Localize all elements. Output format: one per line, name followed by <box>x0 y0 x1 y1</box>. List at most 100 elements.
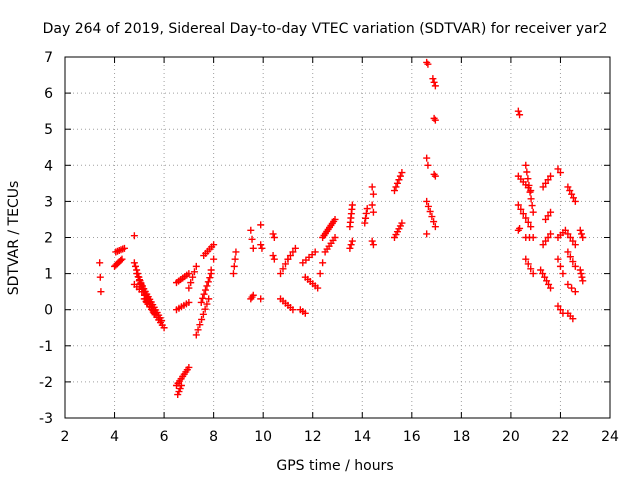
data-point <box>199 310 207 318</box>
data-point <box>289 248 297 256</box>
data-point <box>257 221 265 229</box>
data-point <box>524 175 532 183</box>
data-point <box>134 273 142 281</box>
data-point <box>542 179 550 187</box>
data-point <box>543 277 551 285</box>
data-point <box>133 270 141 278</box>
data-point <box>431 172 439 180</box>
data-point <box>207 266 215 274</box>
y-tick-label: 5 <box>44 122 53 138</box>
data-point <box>566 253 574 261</box>
data-point <box>424 202 432 210</box>
x-tick-label: 4 <box>110 429 119 445</box>
data-point <box>527 265 535 273</box>
data-point <box>130 232 138 240</box>
data-point <box>204 278 212 286</box>
data-point <box>346 244 354 252</box>
data-point <box>249 244 257 252</box>
data-point <box>537 266 545 274</box>
data-point <box>138 288 146 296</box>
data-point <box>348 237 356 245</box>
data-point <box>201 286 209 294</box>
y-tick-label: 1 <box>44 267 53 283</box>
data-point <box>257 241 265 249</box>
data-point <box>547 208 555 216</box>
x-tick-label: 2 <box>61 429 70 445</box>
data-point <box>363 205 371 213</box>
data-point <box>429 75 437 83</box>
data-point <box>522 161 530 169</box>
data-point <box>393 179 401 187</box>
data-point <box>571 288 579 296</box>
data-point <box>194 326 202 334</box>
data-point <box>232 248 240 256</box>
data-point <box>347 241 355 249</box>
x-tick-label: 12 <box>304 429 322 445</box>
x-tick-label: 8 <box>209 429 218 445</box>
data-point <box>539 183 547 191</box>
data-point <box>578 273 586 281</box>
data-point <box>564 280 572 288</box>
data-point <box>185 298 193 306</box>
data-point <box>301 309 309 317</box>
data-point <box>523 168 531 176</box>
data-point <box>542 215 550 223</box>
data-point <box>431 82 439 90</box>
data-point <box>192 262 200 270</box>
data-point <box>396 172 404 180</box>
data-point <box>187 279 195 287</box>
grid <box>65 57 610 418</box>
data-point <box>517 205 525 213</box>
y-tick-label: -3 <box>39 411 53 427</box>
data-point <box>286 252 294 260</box>
data-point <box>284 255 292 263</box>
data-point <box>369 208 377 216</box>
x-tick-label: 20 <box>502 429 520 445</box>
y-tick-label: 7 <box>44 50 53 66</box>
data-point <box>424 161 432 169</box>
x-tick-label: 18 <box>452 429 470 445</box>
data-point <box>556 306 564 314</box>
x-tick-label: 22 <box>552 429 570 445</box>
data-point <box>368 237 376 245</box>
data-points <box>96 58 587 399</box>
data-point <box>118 255 126 263</box>
data-point <box>544 234 552 241</box>
data-point <box>514 107 522 115</box>
data-point <box>269 252 277 260</box>
data-point <box>525 181 533 189</box>
y-tick-label: 2 <box>44 231 53 247</box>
data-point <box>257 295 265 303</box>
data-point <box>203 282 211 290</box>
data-point <box>544 212 552 220</box>
data-point <box>559 270 567 278</box>
data-point <box>544 176 552 184</box>
data-point <box>431 223 439 231</box>
data-point <box>362 209 370 217</box>
data-point <box>577 270 585 278</box>
data-point <box>569 194 577 202</box>
data-point <box>331 234 339 241</box>
data-point <box>281 260 289 268</box>
y-tick-label: 0 <box>44 303 53 319</box>
data-point <box>539 270 547 278</box>
data-point <box>361 219 369 227</box>
data-point <box>514 201 522 209</box>
data-point <box>564 230 572 238</box>
data-point <box>200 290 208 298</box>
data-point <box>185 363 193 371</box>
data-point <box>529 270 537 278</box>
data-point <box>390 187 398 195</box>
data-point <box>527 223 535 231</box>
data-point <box>568 190 576 198</box>
data-point <box>289 306 297 314</box>
chart-title: Day 264 of 2019, Sidereal Day-to-day VTE… <box>43 21 608 37</box>
data-point <box>556 169 564 177</box>
data-point <box>561 226 569 234</box>
data-point <box>117 256 125 264</box>
data-point <box>369 241 377 249</box>
data-point <box>579 234 587 241</box>
data-point <box>428 213 436 221</box>
data-point <box>190 268 198 276</box>
data-point <box>529 208 537 216</box>
